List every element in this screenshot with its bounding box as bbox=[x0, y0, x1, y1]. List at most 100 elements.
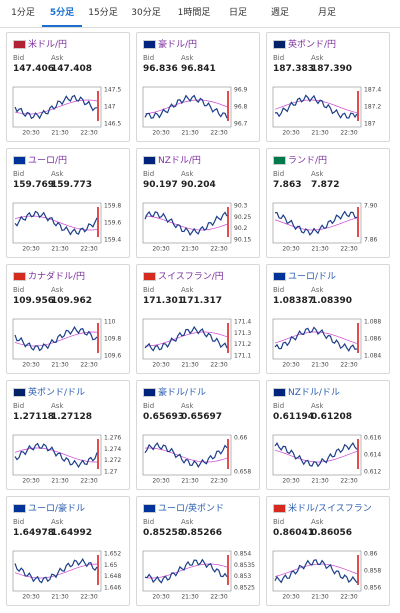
y-tick-label: 1.274 bbox=[104, 446, 121, 453]
price-trace bbox=[274, 94, 358, 119]
x-tick-label: 22:30 bbox=[340, 130, 357, 137]
mini-chart: 1.088 1.086 1.084 20:30 21:30 22:30 bbox=[272, 319, 381, 369]
pair-title: スイスフラン/円 bbox=[158, 272, 224, 282]
y-tick-label: 90.25 bbox=[234, 214, 251, 221]
rate-card[interactable]: 英ポンド/円 Bid Ask 187.383 187.390 187.4 187.2 187 2… bbox=[266, 32, 390, 142]
tab[interactable]: 5分足 bbox=[42, 0, 82, 27]
rate-card[interactable]: ユーロ/円 Bid Ask 159.769 159.773 159.8 159.6 159.4… bbox=[6, 148, 130, 258]
ask-value: 187.390 bbox=[311, 64, 352, 74]
tab[interactable]: 30分足 bbox=[131, 8, 161, 18]
rate-card[interactable]: ランド/円 Bid Ask 7.863 7.872 7.90 7.86 20:30 21:30 2… bbox=[266, 148, 390, 258]
bid-label: Bid bbox=[143, 170, 155, 178]
y-tick-label: 0.658 bbox=[234, 469, 251, 476]
plot-area bbox=[272, 202, 362, 244]
mini-chart: 0.616 0.614 0.612 20:30 21:30 22:30 bbox=[272, 435, 381, 485]
flag bbox=[143, 272, 156, 281]
ask-value: 1.27128 bbox=[51, 412, 92, 422]
mini-chart: 171.4 171.3 171.2 171.1 20:30 21:30 22:30 bbox=[142, 319, 251, 369]
y-tick-label: 1.652 bbox=[104, 551, 121, 558]
rate-card[interactable]: 米ドル/スイスフラン Bid Ask 0.86041 0.86056 0.86 0.858 0… bbox=[266, 496, 390, 606]
mini-chart: 159.8 159.6 159.4 20:30 21:30 22:30 bbox=[12, 203, 121, 253]
y-tick-label: 187.4 bbox=[364, 87, 381, 94]
y-tick-label: 1.276 bbox=[104, 435, 121, 442]
ask-label: Ask bbox=[181, 518, 194, 526]
moving-average bbox=[144, 99, 228, 115]
flag bbox=[273, 504, 286, 513]
x-tick-label: 22:30 bbox=[80, 594, 97, 601]
price-trace bbox=[14, 325, 98, 352]
bid-value: 1.64978 bbox=[13, 528, 54, 538]
ask-label: Ask bbox=[181, 286, 194, 294]
rate-card[interactable]: カナダドル/円 Bid Ask 109.956 109.962 110 109.8 109.6… bbox=[6, 264, 130, 374]
rate-card[interactable]: 豪ドル/円 Bid Ask 96.836 96.841 96.9 96.8 96.7 20:30… bbox=[136, 32, 260, 142]
x-tick-label: 21:30 bbox=[311, 478, 328, 485]
ask-label: Ask bbox=[181, 54, 194, 62]
y-tick-label: 171.1 bbox=[234, 353, 251, 360]
price-trace bbox=[14, 558, 98, 584]
y-tick-label: 1.088 bbox=[364, 319, 381, 326]
mini-chart: 90.3 90.25 90.2 90.15 20:30 21:30 22:30 bbox=[142, 203, 251, 253]
price-trace bbox=[144, 325, 228, 352]
x-tick-label: 20:30 bbox=[282, 362, 299, 369]
bid-value: 0.86041 bbox=[273, 528, 314, 538]
x-tick-label: 20:30 bbox=[282, 594, 299, 601]
ask-label: Ask bbox=[311, 518, 324, 526]
flag bbox=[273, 156, 286, 165]
tab[interactable]: 15分足 bbox=[88, 8, 118, 18]
x-tick-label: 20:30 bbox=[282, 246, 299, 253]
mini-chart: 1.652 1.65 1.648 1.646 20:30 21:30 22:30 bbox=[12, 550, 121, 601]
flag bbox=[13, 156, 26, 165]
ask-label: Ask bbox=[181, 402, 194, 410]
ask-label: Ask bbox=[51, 54, 64, 62]
tab[interactable]: 1時間足 bbox=[177, 8, 211, 18]
y-tick-label: 0.616 bbox=[364, 435, 381, 442]
plot-area bbox=[272, 550, 362, 592]
plot-area bbox=[12, 550, 102, 592]
x-tick-label: 21:30 bbox=[181, 362, 198, 369]
y-tick-label: 7.86 bbox=[364, 237, 378, 244]
bid-label: Bid bbox=[143, 518, 155, 526]
y-tick-label: 1.648 bbox=[104, 573, 121, 580]
tab[interactable]: 週足 bbox=[270, 8, 289, 18]
rate-card[interactable]: ユーロ/ドル Bid Ask 1.08387 1.08390 1.088 1.086 1.08… bbox=[266, 264, 390, 374]
bid-value: 90.197 bbox=[143, 180, 178, 190]
y-tick-label: 171.2 bbox=[234, 341, 251, 348]
y-tick-label: 90.2 bbox=[234, 225, 248, 232]
pair-title: 英ポンド/円 bbox=[288, 40, 337, 50]
ask-value: 96.841 bbox=[181, 64, 216, 74]
mini-chart: 0.66 0.658 20:30 21:30 22:30 bbox=[142, 435, 251, 485]
y-tick-label: 0.853 bbox=[234, 573, 251, 580]
tab[interactable]: 月足 bbox=[317, 8, 336, 18]
pair-title: カナダドル/円 bbox=[28, 272, 86, 282]
plot-area bbox=[12, 86, 102, 128]
tab[interactable]: 1分足 bbox=[11, 8, 35, 18]
ask-value: 1.08390 bbox=[311, 296, 352, 306]
price-trace bbox=[14, 442, 98, 469]
rate-card[interactable]: NZドル/ドル Bid Ask 0.61194 0.61208 0.616 0.614 0.6… bbox=[266, 380, 390, 490]
x-tick-label: 21:30 bbox=[51, 362, 68, 369]
rate-card[interactable]: ユーロ/英ポンド Bid Ask 0.85258 0.85266 0.854 0.8535 0… bbox=[136, 496, 260, 606]
pair-title: NZドル/ドル bbox=[288, 388, 340, 398]
tab[interactable]: 日足 bbox=[228, 8, 247, 18]
price-trace bbox=[144, 210, 228, 236]
mini-chart: 0.854 0.8535 0.853 0.8525 20:30 21:30 22:30 bbox=[142, 551, 255, 601]
y-tick-label: 147.5 bbox=[104, 87, 121, 94]
rate-card[interactable]: ユーロ/豪ドル Bid Ask 1.64978 1.64992 1.652 1.65 1.64… bbox=[6, 496, 130, 606]
x-tick-label: 21:30 bbox=[181, 130, 198, 137]
rate-card[interactable]: スイスフラン/円 Bid Ask 171.301 171.317 171.4 171.3 17… bbox=[136, 264, 260, 374]
y-tick-label: 159.8 bbox=[104, 203, 121, 210]
x-tick-label: 21:30 bbox=[51, 594, 68, 601]
y-tick-label: 1.27 bbox=[104, 469, 118, 476]
x-tick-label: 20:30 bbox=[22, 362, 39, 369]
bid-label: Bid bbox=[143, 402, 155, 410]
rate-card[interactable]: NZドル/円 Bid Ask 90.197 90.204 90.3 90.25 90.2 90.… bbox=[136, 148, 260, 258]
price-trace bbox=[144, 442, 228, 468]
y-tick-label: 1.646 bbox=[104, 585, 121, 592]
moving-average bbox=[274, 217, 358, 231]
rate-card[interactable]: 英ポンド/ドル Bid Ask 1.27118 1.27128 1.276 1.274 1.2… bbox=[6, 380, 130, 490]
y-tick-label: 0.856 bbox=[364, 585, 381, 592]
x-tick-label: 22:30 bbox=[210, 594, 227, 601]
rate-card[interactable]: 米ドル/円 Bid Ask 147.406 147.408 147.5 147 146.5 20… bbox=[6, 32, 130, 142]
bid-label: Bid bbox=[13, 518, 25, 526]
rate-card[interactable]: 豪ドル/ドル Bid Ask 0.65693 0.65697 0.66 0.658 20:30… bbox=[136, 380, 260, 490]
